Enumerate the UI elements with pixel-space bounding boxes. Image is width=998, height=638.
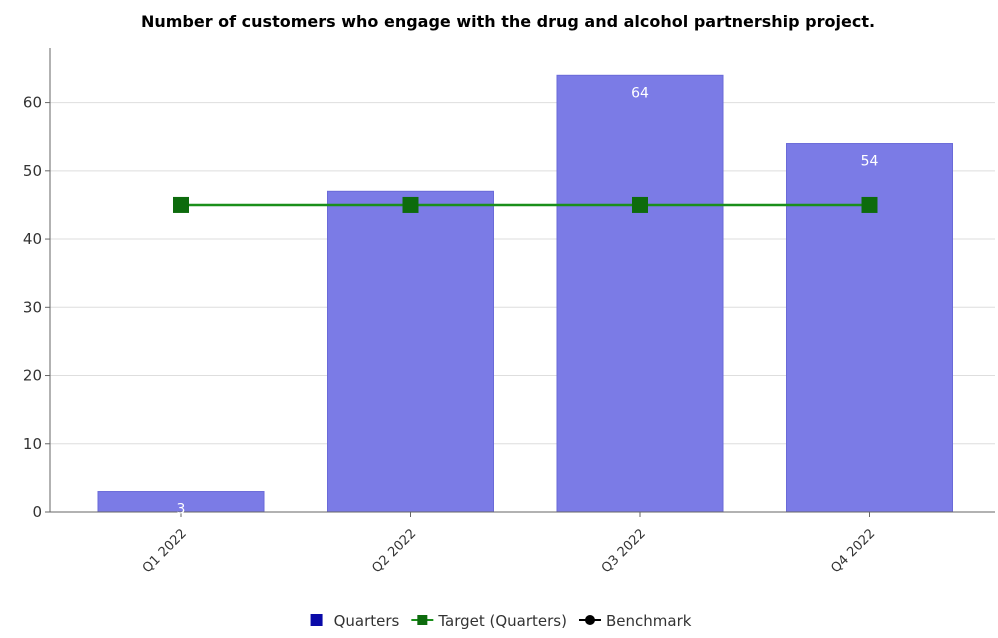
target-point <box>173 196 189 213</box>
legend-swatch <box>310 614 323 626</box>
x-tick-label: Q2 2022 <box>369 526 419 576</box>
legend-label: Benchmark <box>606 612 692 630</box>
legend-swatch-marker <box>584 615 595 625</box>
y-tick-label: 10 <box>23 435 42 453</box>
y-tick-label: 50 <box>23 162 42 180</box>
legend-item: Benchmark <box>578 612 692 630</box>
target-line-series <box>173 196 878 213</box>
chart-title: Number of customers who engage with the … <box>141 12 875 31</box>
bar-data-label: 3 <box>177 502 186 518</box>
y-tick-label: 40 <box>23 230 42 248</box>
legend-item: Target (Quarters) <box>411 612 567 630</box>
target-point <box>632 196 648 213</box>
legend: Quarters Target (Quarters) Benchmark <box>310 612 692 630</box>
legend-item: Quarters <box>310 612 400 630</box>
y-tick-label: 20 <box>23 367 42 385</box>
bar <box>556 74 724 513</box>
legend-swatch-marker <box>417 615 428 625</box>
legend-label: Target (Quarters) <box>437 612 567 630</box>
bar-data-label: 64 <box>631 85 649 101</box>
y-tick-label: 30 <box>23 298 42 316</box>
y-tick-label: 60 <box>23 94 42 112</box>
bar <box>327 190 494 513</box>
x-tick-label: Q1 2022 <box>140 526 190 576</box>
bar-data-label: 54 <box>861 154 879 170</box>
x-tick-label: Q4 2022 <box>828 526 878 576</box>
x-tick-label: Q3 2022 <box>599 526 649 576</box>
legend-label: Quarters <box>334 612 400 630</box>
y-tick-label: 0 <box>32 503 42 521</box>
target-point <box>402 196 419 213</box>
data-labels: 3 64 54 <box>177 85 879 517</box>
bar-series <box>97 74 953 513</box>
target-point <box>861 196 878 213</box>
